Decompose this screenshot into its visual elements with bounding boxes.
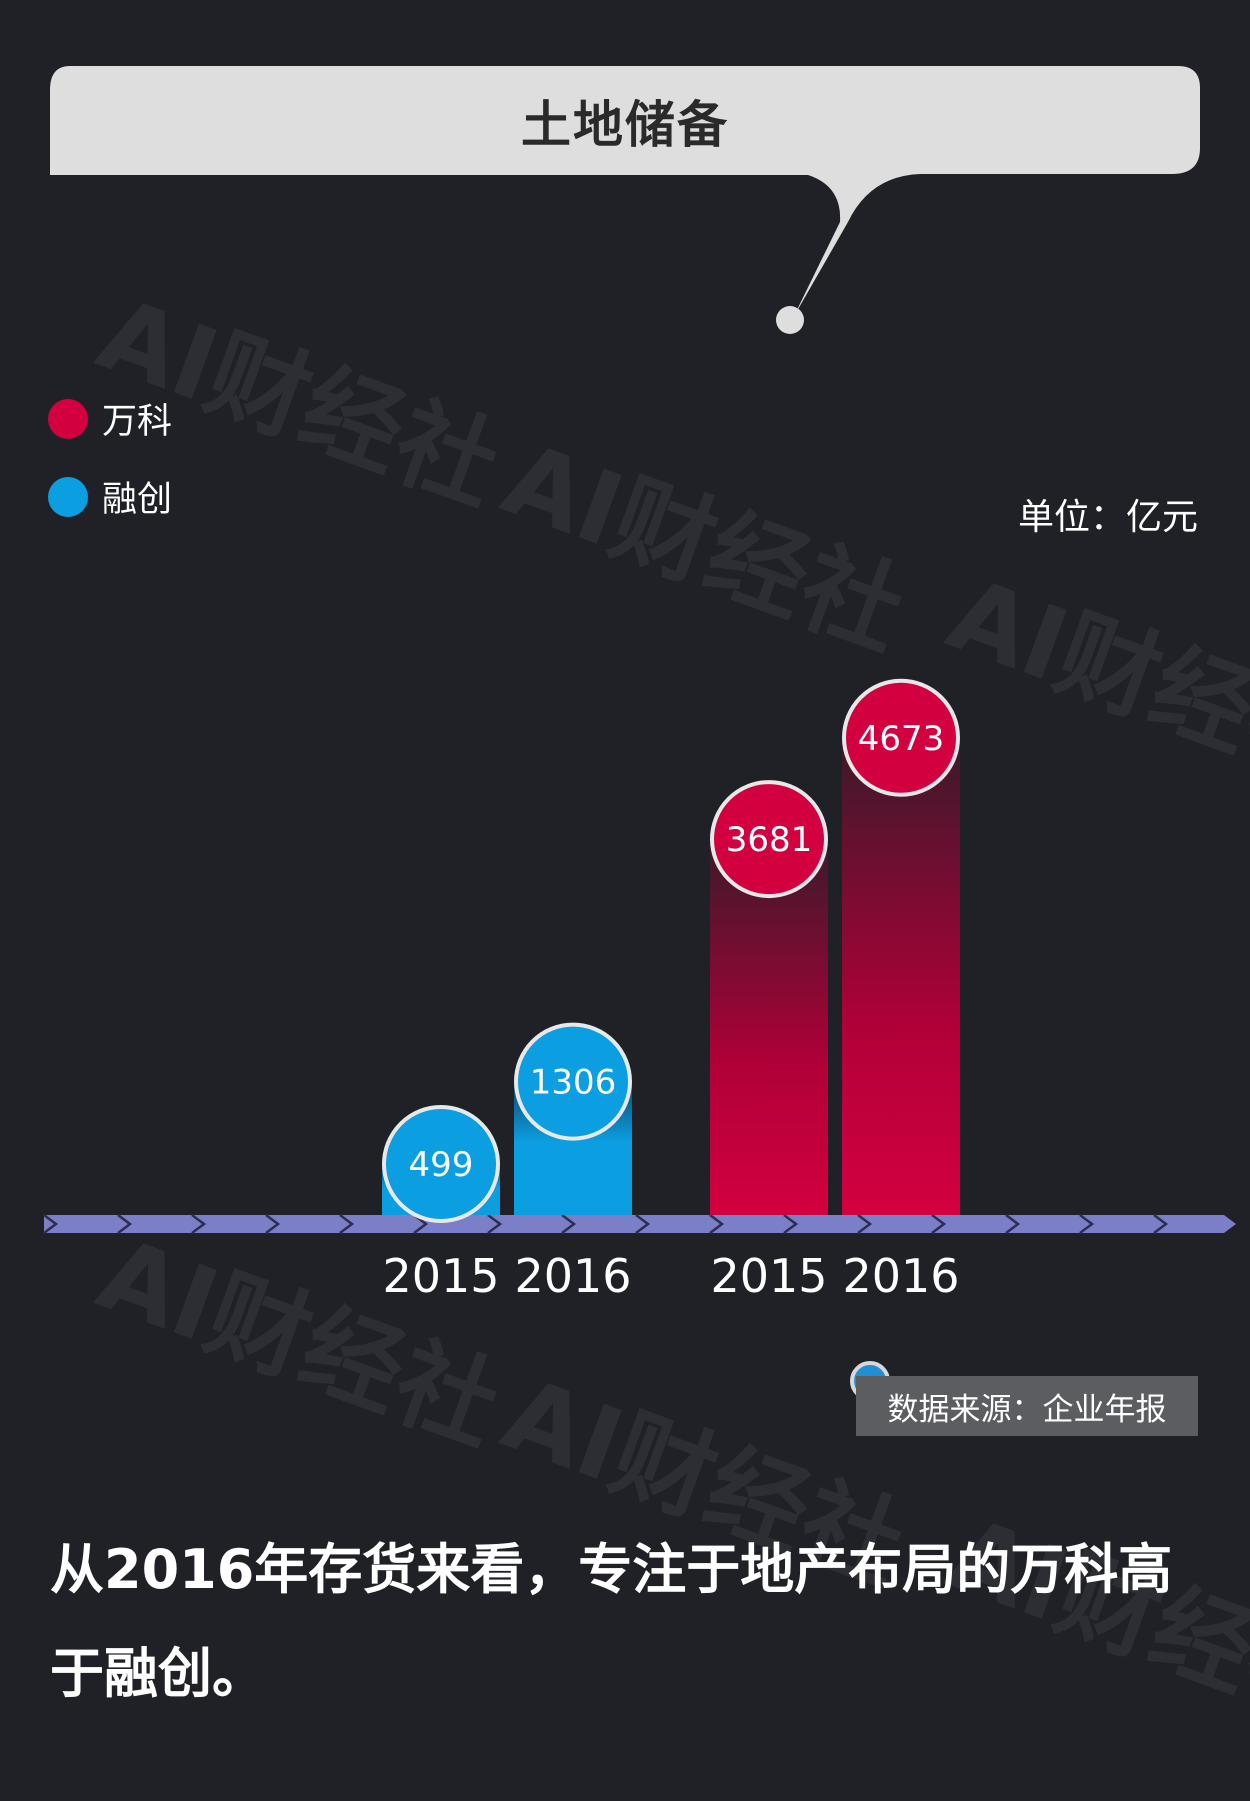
legend-dot-vanke xyxy=(48,398,88,439)
x-axis xyxy=(43,1214,1236,1234)
banner-pointer-dot xyxy=(776,306,804,334)
data-label-circle xyxy=(514,1022,632,1141)
axis-chevron xyxy=(931,1214,947,1234)
legend-label-vanke: 万科 xyxy=(102,402,173,442)
x-tick-label: 2016 xyxy=(842,1249,959,1303)
data-label-circle xyxy=(382,1105,500,1224)
x-tick-label: 2015 xyxy=(710,1249,827,1303)
x-tick-label: 2016 xyxy=(514,1249,631,1303)
page-title: 土地储备 xyxy=(521,96,729,154)
axis-chevron xyxy=(487,1214,503,1234)
axis-chevron xyxy=(117,1214,133,1234)
legend-label-sunac: 融创 xyxy=(102,480,173,520)
source-note: 数据来源：企业年报 xyxy=(856,1376,1198,1436)
bar xyxy=(710,839,828,1215)
bars: 499 2015 1306 2016 3681 2015 4673 2016 xyxy=(382,678,960,1303)
data-label-circle xyxy=(842,678,960,797)
axis-chevron xyxy=(1079,1214,1095,1234)
axis-chevron xyxy=(1005,1214,1021,1234)
bar xyxy=(842,737,960,1215)
axis-arrow xyxy=(1224,1215,1236,1233)
data-label-circle xyxy=(710,780,828,899)
axis-chevron xyxy=(339,1214,355,1234)
axis-chevron xyxy=(857,1214,873,1234)
title-banner xyxy=(50,66,1200,334)
data-label: 499 xyxy=(409,1145,474,1185)
caption-text: 从2016年存货来看，专注于地产布局的万科高于融创。 xyxy=(50,1538,1173,1705)
axis-band xyxy=(44,1215,1224,1233)
axis-chevron xyxy=(635,1214,651,1234)
axis-chevron xyxy=(783,1214,799,1234)
data-label: 1306 xyxy=(530,1063,617,1103)
axis-chevron xyxy=(1153,1214,1169,1234)
axis-chevron xyxy=(265,1214,281,1234)
axis-chevron xyxy=(709,1214,725,1234)
axis-chevron xyxy=(43,1214,59,1234)
data-label: 3681 xyxy=(726,820,813,860)
data-label: 4673 xyxy=(858,719,945,759)
unit-label: 单位：亿元 xyxy=(1017,497,1198,538)
bar-chart: 499 2015 1306 2016 3681 2015 4673 2016 xyxy=(43,678,1236,1303)
axis-chevron xyxy=(191,1214,207,1234)
legend-dot-sunac xyxy=(48,476,88,517)
legend-item-sunac: 融创 xyxy=(48,471,172,522)
legend-item-vanke: 万科 xyxy=(48,393,172,444)
x-tick-label: 2015 xyxy=(382,1249,499,1303)
axis-chevron xyxy=(561,1214,577,1234)
